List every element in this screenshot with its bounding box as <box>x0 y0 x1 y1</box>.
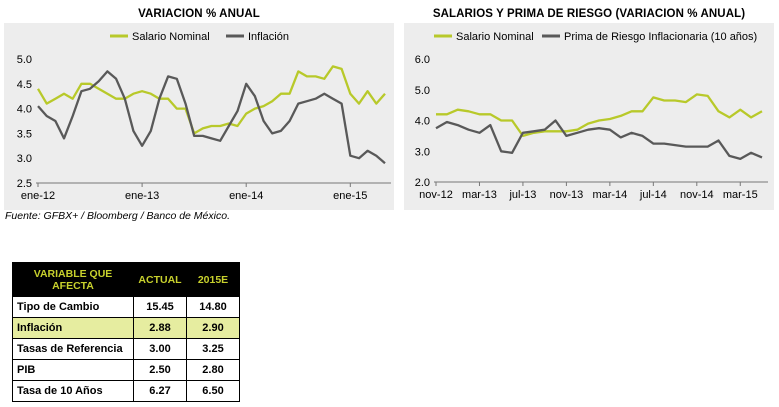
row-name: Inflación <box>12 317 134 339</box>
row-2015e: 6.50 <box>186 380 240 402</box>
left-x-tick-label: ene-15 <box>333 190 367 202</box>
right-x-tick-label: nov-12 <box>419 189 453 201</box>
row-2015e: 3.25 <box>186 338 240 360</box>
right-legend-label-1: Prima de Riesgo Inflacionaria (10 años) <box>564 31 757 43</box>
variables-table: VARIABLE QUE AFECTA ACTUAL 2015E Tipo de… <box>12 262 240 402</box>
source-note: Fuente: GFBX+ / Bloomberg / Banco de Méx… <box>5 210 230 222</box>
right-y-tick-label: 6.0 <box>415 54 430 66</box>
right-x-tick-label: jul-14 <box>639 189 667 201</box>
right-series-line-1 <box>435 119 763 161</box>
left-chart-title: VARIACION % ANUAL <box>138 8 260 20</box>
left-y-tick-label: 4.0 <box>17 104 32 116</box>
left-line-chart: Salario Nominal Inflación 2.5 3.0 3.5 4.0 4.5 5… <box>17 31 391 202</box>
left-x-tick-label: ene-12 <box>21 190 55 202</box>
right-x-tick-label: mar-13 <box>462 189 497 201</box>
left-x-tick-label: ene-14 <box>229 190 263 202</box>
right-legend-label-0: Salario Nominal <box>456 31 534 43</box>
header-2015e: 2015E <box>186 262 240 297</box>
left-y-tick-label: 2.5 <box>17 178 32 190</box>
row-actual: 2.88 <box>133 317 187 339</box>
table-header-row: VARIABLE QUE AFECTA ACTUAL 2015E <box>12 262 240 297</box>
right-series-line-0 <box>436 93 763 138</box>
right-x-tick-label: mar-15 <box>723 189 758 201</box>
table-row: Tipo de Cambio 15.45 14.80 <box>12 296 240 318</box>
row-2015e: 2.90 <box>186 317 240 339</box>
left-x-tick-label: ene-13 <box>125 190 159 202</box>
left-y-tick-label: 3.0 <box>17 153 32 165</box>
row-name: Tipo de Cambio <box>12 296 134 318</box>
right-y-tick-label: 3.0 <box>415 146 430 158</box>
left-legend-label-1: Inflación <box>248 31 289 43</box>
row-name: Tasa de 10 Años <box>12 380 134 402</box>
right-x-tick-label: nov-14 <box>680 189 714 201</box>
right-y-tick-label: 5.0 <box>415 85 430 97</box>
right-x-tick-label: mar-14 <box>592 189 627 201</box>
left-series-line-0 <box>37 65 386 135</box>
row-2015e: 14.80 <box>186 296 240 318</box>
row-actual: 6.27 <box>133 380 187 402</box>
right-y-tick-label: 4.0 <box>415 116 430 128</box>
row-name: PIB <box>12 359 134 381</box>
right-y-tick-label: 2.0 <box>415 177 430 189</box>
right-x-tick-label: nov-13 <box>550 189 584 201</box>
left-y-tick-label: 3.5 <box>17 128 32 140</box>
row-name: Tasas de Referencia <box>12 338 134 360</box>
header-variable: VARIABLE QUE AFECTA <box>12 262 134 297</box>
left-legend-label-0: Salario Nominal <box>132 31 210 43</box>
left-chart-panel: Salario Nominal Inflación 2.5 3.0 3.5 4.0 4.5 5… <box>4 23 394 210</box>
row-2015e: 2.80 <box>186 359 240 381</box>
right-line-chart: Salario Nominal Prima de Riesgo Inflacion… <box>415 31 768 201</box>
table-row-highlighted: Inflación 2.88 2.90 <box>12 317 240 339</box>
header-actual: ACTUAL <box>133 262 187 297</box>
left-y-tick-label: 5.0 <box>17 54 32 66</box>
right-chart-title: SALARIOS Y PRIMA DE RIESGO (VARIACION % … <box>432 8 746 20</box>
row-actual: 2.50 <box>133 359 187 381</box>
right-x-tick-label: jul-13 <box>508 189 536 201</box>
row-actual: 15.45 <box>133 296 187 318</box>
left-y-tick-label: 4.5 <box>17 79 32 91</box>
table-row: Tasa de 10 Años 6.27 6.50 <box>12 380 240 402</box>
row-actual: 3.00 <box>133 338 187 360</box>
table-row: Tasas de Referencia 3.00 3.25 <box>12 338 240 360</box>
left-series-line-1 <box>37 70 386 165</box>
table-row: PIB 2.50 2.80 <box>12 359 240 381</box>
right-chart-panel: Salario Nominal Prima de Riesgo Inflacion… <box>404 23 774 210</box>
